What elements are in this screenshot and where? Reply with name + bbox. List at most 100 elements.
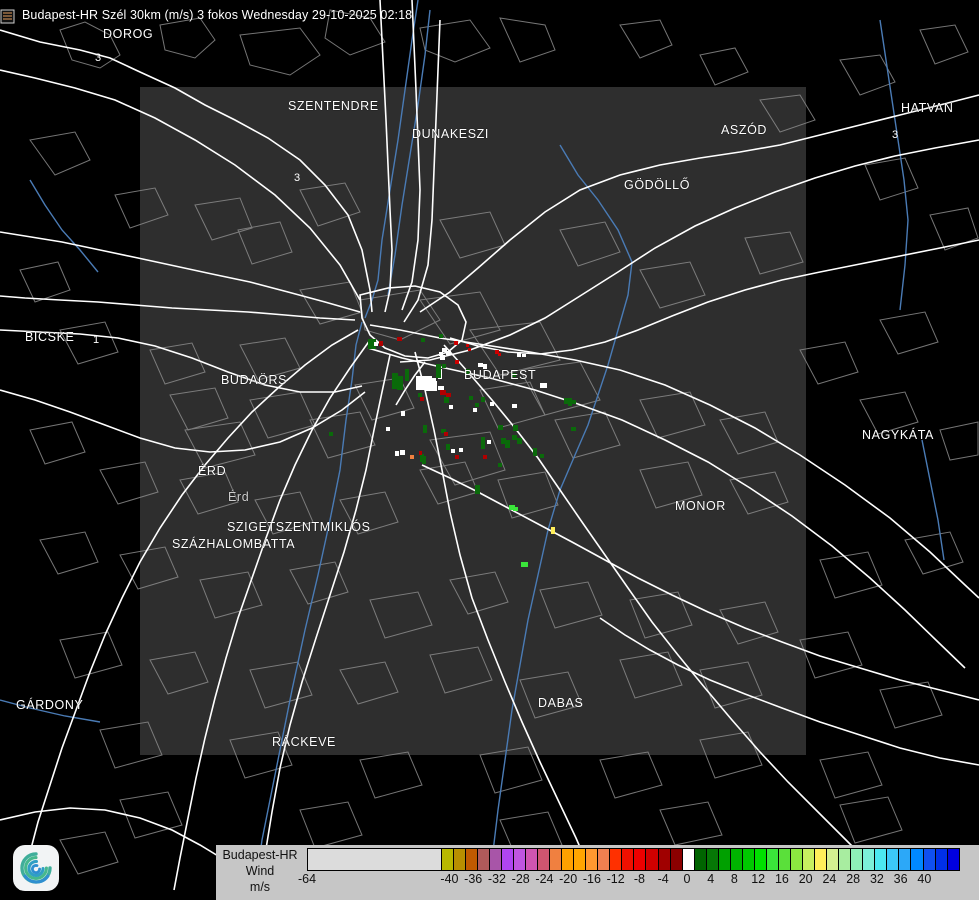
admin-boundaries [19,9,979,875]
radar-echo [517,353,521,357]
legend-color-cell [803,849,816,870]
legend-color-cell [815,849,828,870]
legend-tick: 8 [730,872,738,886]
radar-echo [478,363,483,367]
radar-echo [522,354,526,357]
legend-color-cell [766,849,779,870]
legend-tick: -32 [487,872,506,886]
legend-color-cell [453,849,466,870]
legend-tick: -28 [511,872,530,886]
radar-echo [420,397,424,401]
city-label: BUDAÖRS [221,373,288,387]
legend-color-cell [827,849,840,870]
swirl-logo[interactable] [13,845,59,891]
radar-echo [490,402,494,406]
legend-color-cell [465,849,478,870]
radar-echo [466,369,470,374]
legend-color-cell [525,849,539,870]
radar-echo [505,440,510,448]
radar-echo [551,527,555,534]
city-label: DABAS [538,696,584,710]
legend-tick: 0 [683,872,691,886]
radar-echo [405,369,409,381]
city-label: SZÁZHALOMBATTA [172,537,296,551]
legend-tick: 32 [869,872,884,886]
legend-color-cell [730,849,743,870]
legend-color-cell [851,849,864,870]
radar-echo [446,393,451,397]
radar-echo [468,348,471,351]
radar-echo [440,390,446,395]
legend-tick: -64 [297,872,317,886]
radar-echo [418,393,422,397]
radar-echo [392,373,398,389]
legend-tick: -8 [633,872,645,886]
radar-echo [400,450,405,455]
radar-echo [449,405,453,409]
radar-echo [521,562,528,567]
legend-color-cell [622,849,635,870]
city-label: DOROG [103,27,154,41]
legend-color-cell [670,849,683,870]
radar-echo [509,505,515,510]
radar-echo [451,449,455,453]
legend-color-cell [562,849,575,870]
city-label: SZENTENDRE [288,99,379,113]
city-label: HATVAN [901,101,954,115]
legend-color-cell [646,849,659,870]
radar-echo [481,397,485,402]
legend-color-cell [706,849,719,870]
legend-tick: 16 [774,872,789,886]
radar-echo [438,386,444,390]
legend-tick: -12 [606,872,625,886]
legend-tick: 36 [893,872,908,886]
legend-color-cell [863,849,876,870]
radar-echo [423,425,427,433]
legend-color-cell [754,849,767,870]
city-label: Érd [228,490,250,504]
radar-echo [386,427,390,431]
radar-echo [571,427,576,431]
city-label: SZIGETSZENTMIKLÓS [227,520,371,534]
legend-color-cell [839,849,852,870]
radar-echo [498,425,503,430]
legend-title-unit: m/s [249,880,271,894]
legend-tick: 20 [798,872,813,886]
legend-color-cell [441,849,454,870]
radar-echo [395,451,399,456]
radar-echo [481,437,485,449]
legend-color-cell [501,849,514,870]
legend-color-cell [778,849,792,870]
radar-echo [487,440,491,444]
legend-tick: 28 [846,872,861,886]
radar-echo [444,432,448,436]
radar-echo [455,360,459,364]
legend-colorbar[interactable] [307,848,960,871]
city-label: BUDAPEST [464,368,537,382]
legend-color-cell [598,849,611,870]
radar-echo [483,455,487,459]
legend-tick: -20 [559,872,578,886]
radar-echo [436,364,441,378]
legend-color-cell [610,849,623,870]
legend-color-cell [935,849,948,870]
legend-tick: -36 [464,872,483,886]
radar-icon[interactable] [0,9,16,24]
radar-echo [512,373,516,377]
radar-echo [440,355,445,360]
radar-echo [513,425,518,431]
legend-panel: Budapest-HR Wind m/s -64 -40 -36 -32 -28 -24-… [216,845,979,900]
radar-echo [397,376,403,390]
legend-color-cell [718,849,731,870]
legend-tick: 40 [917,872,932,886]
legend-color-cell [634,849,647,870]
city-label: NAGYKÁTA [862,428,934,442]
legend-tick: -40 [440,872,459,886]
legend-color-cell [911,849,924,870]
radar-echo [368,339,376,349]
elevation-marker: 3 [294,172,301,184]
legend-tick: 4 [707,872,715,886]
